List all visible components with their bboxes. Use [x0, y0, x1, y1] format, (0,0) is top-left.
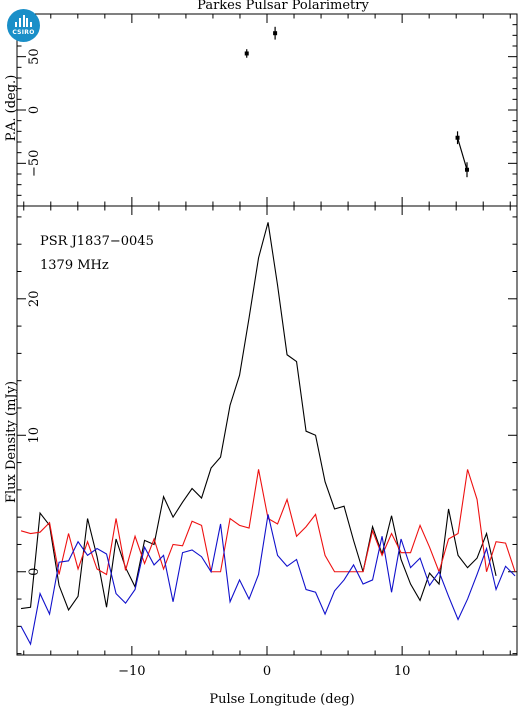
chart-title: Parkes Pulsar Polarimetry — [197, 0, 369, 13]
logo-bars-icon — [15, 15, 32, 27]
pa-point — [273, 31, 278, 36]
y-tick-label: −50 — [27, 150, 42, 177]
y-tick-label: 10 — [27, 427, 42, 444]
flux-annotation-psr: PSR J1837−0045 — [40, 234, 154, 249]
flux-y-axis-label: Flux Density (mJy) — [4, 381, 19, 503]
x-axis-label: Pulse Longitude (deg) — [209, 692, 354, 707]
flux-annotation-frequency: 1379 MHz — [40, 258, 109, 273]
linear-polarization-line — [20, 469, 516, 576]
pa-point — [455, 135, 460, 140]
plot-frame — [16, 205, 518, 656]
y-tick-label: 50 — [27, 48, 42, 65]
pa-y-axis-label: P.A. (deg.) — [4, 75, 19, 142]
x-tick-label: −10 — [118, 664, 145, 679]
pa-point — [244, 51, 249, 56]
total-intensity-line — [20, 222, 497, 612]
pa-point — [465, 167, 469, 172]
plot-frame — [16, 13, 518, 207]
x-tick-label: 10 — [394, 664, 411, 679]
circular-polarization-line — [20, 514, 516, 646]
position-angle-panel: −50 0 50 — [16, 13, 518, 207]
logo-text: CSIRO — [12, 29, 35, 36]
y-tick-label: 0 — [27, 106, 42, 114]
csiro-logo: CSIRO — [7, 9, 40, 42]
y-tick-label: 20 — [27, 291, 42, 308]
pa-connecting-line — [456, 137, 468, 170]
x-tick-label: 0 — [263, 664, 271, 679]
